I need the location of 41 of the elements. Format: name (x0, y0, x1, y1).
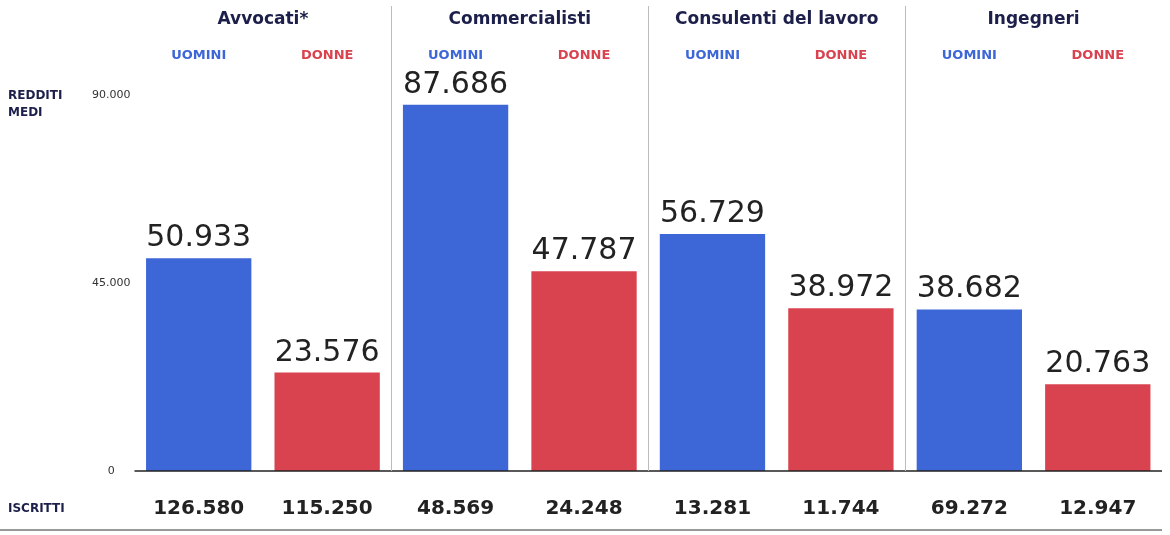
text: ISCRITTI (8, 501, 65, 515)
y-tick-label: 0 (107, 463, 115, 477)
bar (788, 308, 894, 471)
text: 24.248 (545, 495, 623, 519)
text: 48.569 (416, 495, 495, 519)
text: UOMINI (171, 47, 227, 62)
text: 69.272 (930, 495, 1008, 519)
data-label: 38.682 (916, 269, 1022, 305)
text: 11.744 (802, 495, 880, 519)
text: 126.580 (153, 495, 245, 519)
y-tick-label: 45.000 (91, 275, 131, 289)
bar (531, 271, 637, 471)
data-label: 23.576 (274, 332, 380, 368)
text: 12.947 (1059, 495, 1137, 519)
data-label: 20.763 (1045, 344, 1151, 380)
bar (274, 372, 380, 471)
x-tick-label: Ingegneri (987, 8, 1080, 28)
x-tick-label: Consulenti del lavoro (674, 8, 879, 28)
x-tick-label: Avvocati* (217, 8, 309, 28)
text: DONNE (557, 47, 611, 62)
data-label: 50.933 (146, 218, 252, 254)
bar (916, 309, 1022, 471)
text: DONNE (1071, 47, 1125, 62)
x-tick-label: Commercialisti (448, 8, 592, 28)
text: 115.250 (281, 495, 373, 519)
bar (146, 258, 252, 471)
bar (1045, 384, 1151, 471)
data-label: 47.787 (531, 231, 637, 267)
data-label: 87.686 (403, 64, 509, 100)
bar (402, 104, 509, 471)
text: DONNE (814, 47, 868, 62)
text: DONNE (300, 47, 354, 62)
bar (659, 234, 766, 471)
data-label: 56.729 (659, 194, 765, 229)
data-label: 38.972 (788, 268, 894, 304)
y-axis-title: REDDITI MEDI (8, 88, 63, 119)
text: UOMINI (428, 47, 484, 62)
text: UOMINI (684, 47, 741, 62)
text: 13.281 (673, 495, 752, 519)
text: UOMINI (941, 47, 997, 62)
y-tick-label: 90.000 (91, 87, 131, 101)
